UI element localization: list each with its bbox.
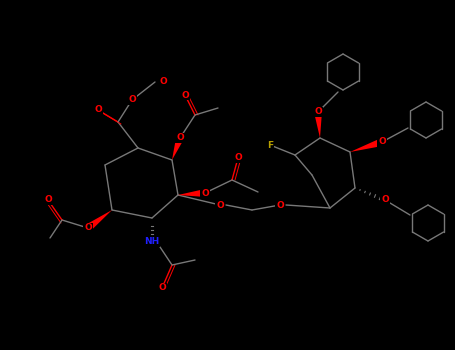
Text: O: O [84, 224, 92, 232]
Text: O: O [159, 77, 167, 86]
Text: O: O [378, 138, 386, 147]
Text: O: O [201, 189, 209, 197]
Polygon shape [178, 189, 205, 197]
Polygon shape [86, 210, 112, 231]
Text: O: O [276, 201, 284, 210]
Text: O: O [381, 196, 389, 204]
Polygon shape [172, 136, 184, 160]
Text: O: O [216, 201, 224, 210]
Text: O: O [181, 91, 189, 99]
Text: NH: NH [144, 238, 160, 246]
Text: F: F [267, 140, 273, 149]
Text: O: O [176, 133, 184, 142]
Polygon shape [350, 138, 383, 152]
Text: O: O [158, 284, 166, 293]
Text: O: O [44, 196, 52, 204]
Text: O: O [94, 105, 102, 114]
Text: O: O [128, 96, 136, 105]
Text: O: O [314, 107, 322, 117]
Text: O: O [234, 154, 242, 162]
Polygon shape [314, 112, 322, 138]
